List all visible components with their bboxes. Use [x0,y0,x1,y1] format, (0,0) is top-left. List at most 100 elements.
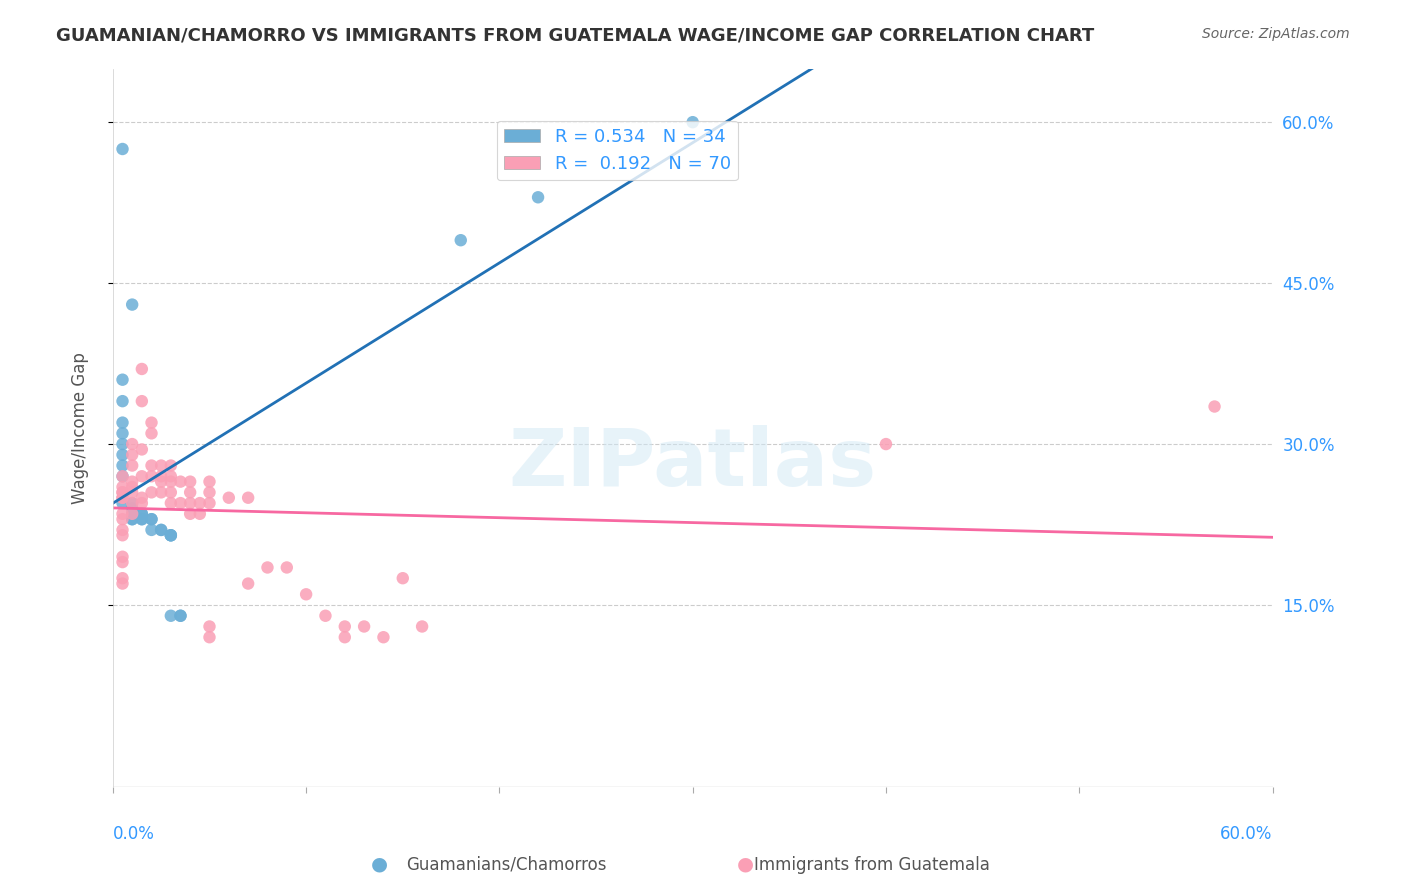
Point [141,469,163,483]
Point [236,576,259,591]
Text: 60.0%: 60.0% [1220,825,1272,843]
Point [121,496,143,510]
Point [141,416,163,430]
Point [111,523,134,537]
Point [391,571,413,585]
Point [111,507,134,521]
Point [198,630,221,644]
Point [141,512,163,526]
Point [121,437,143,451]
Point [218,491,240,505]
Point [111,576,134,591]
Text: 0.0%: 0.0% [112,825,155,843]
Point [111,426,134,441]
Point [150,475,173,489]
Point [198,619,221,633]
Point [111,458,134,473]
Point [121,496,143,510]
Point [121,507,143,521]
Point [131,394,153,409]
Point [121,485,143,500]
Point [295,587,318,601]
Point [179,507,201,521]
Point [111,555,134,569]
Point [111,491,134,505]
Point [121,512,143,526]
Text: GUAMANIAN/CHAMORRO VS IMMIGRANTS FROM GUATEMALA WAGE/INCOME GAP CORRELATION CHAR: GUAMANIAN/CHAMORRO VS IMMIGRANTS FROM GU… [56,27,1094,45]
Point [121,297,143,311]
Point [141,523,163,537]
Point [411,619,433,633]
Point [131,469,153,483]
Point [160,458,183,473]
Point [333,630,356,644]
Point [111,469,134,483]
Point [160,485,183,500]
Point [131,496,153,510]
Text: Immigrants from Guatemala: Immigrants from Guatemala [754,855,990,873]
Legend: R = 0.534   N = 34, R =  0.192   N = 70: R = 0.534 N = 34, R = 0.192 N = 70 [496,120,738,180]
Point [111,437,134,451]
Point [188,496,211,510]
Point [141,426,163,441]
Text: ●: ● [371,855,388,873]
Point [131,491,153,505]
Point [160,496,183,510]
Point [121,501,143,516]
Point [179,475,201,489]
Point [1204,400,1226,414]
Point [333,619,356,633]
Point [121,480,143,494]
Point [450,233,472,247]
Point [150,458,173,473]
Point [111,394,134,409]
Point [169,496,191,510]
Point [131,507,153,521]
Point [682,115,704,129]
Point [160,528,183,542]
Point [188,507,211,521]
Point [256,560,278,574]
Point [169,475,191,489]
Point [111,469,134,483]
Point [111,512,134,526]
Point [314,608,336,623]
Point [236,491,259,505]
Point [141,512,163,526]
Point [373,630,395,644]
Point [111,448,134,462]
Point [111,142,134,156]
Point [276,560,298,574]
Point [131,512,153,526]
Point [169,608,191,623]
Point [131,362,153,376]
Point [121,458,143,473]
Point [198,475,221,489]
Point [131,442,153,457]
Text: ●: ● [737,855,754,873]
Point [121,512,143,526]
Point [121,448,143,462]
Point [111,485,134,500]
Point [150,523,173,537]
Point [160,469,183,483]
Point [111,491,134,505]
Point [150,523,173,537]
Point [111,485,134,500]
Point [131,507,153,521]
Point [150,485,173,500]
Point [111,373,134,387]
Point [111,571,134,585]
Point [179,485,201,500]
Point [131,512,153,526]
Point [160,608,183,623]
Point [198,485,221,500]
Point [198,496,221,510]
Text: Source: ZipAtlas.com: Source: ZipAtlas.com [1202,27,1350,41]
Point [141,458,163,473]
Point [111,416,134,430]
Point [141,485,163,500]
Point [160,528,183,542]
Point [121,507,143,521]
Text: Guamanians/Chamorros: Guamanians/Chamorros [406,855,606,873]
